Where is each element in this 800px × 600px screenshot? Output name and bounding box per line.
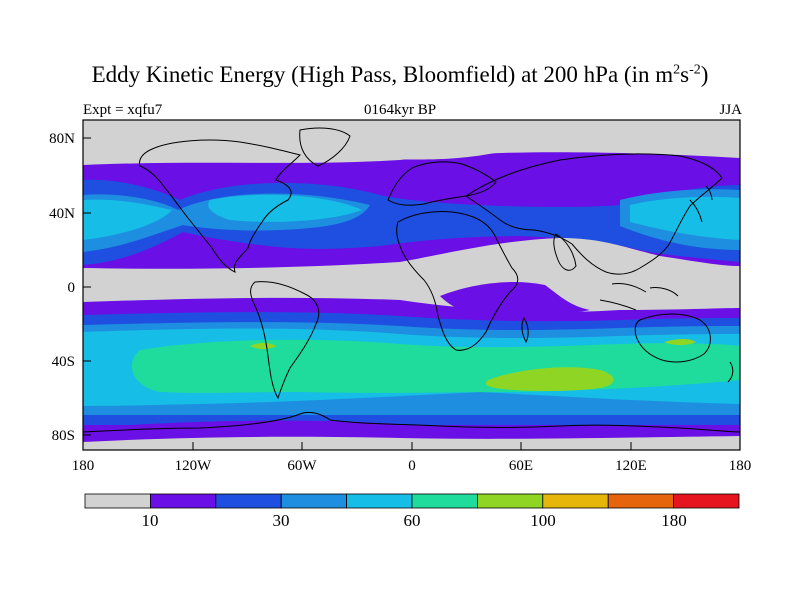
colorbar (84, 493, 740, 509)
axis-ticks (82, 137, 741, 450)
y-label-40n: 40N (49, 206, 75, 222)
coast-europe (387, 161, 497, 206)
colorbar-swatch-8 (607, 493, 675, 509)
nh-band-45 (83, 194, 740, 240)
coast-south-america (250, 281, 320, 400)
tropics-purple-tongue (440, 282, 590, 317)
y-label-80n: 80N (49, 131, 75, 147)
map-field (83, 120, 740, 450)
experiment-label: Expt = xqfu7 (83, 102, 163, 118)
colorbar-label-100: 100 (530, 511, 556, 530)
map-title: Eddy Kinetic Energy (High Pass, Bloomfie… (91, 62, 709, 87)
coast-maritime (599, 283, 679, 311)
x-label-60e: 60E (508, 458, 534, 474)
colorbar-label-10: 10 (141, 511, 159, 530)
colorbar-swatch-2 (215, 493, 282, 509)
time-label: 0164kyr BP (363, 102, 437, 118)
coast-japan (689, 185, 713, 223)
x-label-0: 0 (408, 458, 416, 474)
arctic-band (83, 120, 740, 162)
coast-north-america (139, 139, 301, 273)
coast-australia (634, 313, 711, 363)
x-label-180e: 180 (728, 458, 752, 474)
sh-band-80-indian (485, 367, 614, 391)
colorbar-swatch-6 (476, 493, 544, 509)
colorbar-swatch-0 (84, 493, 151, 509)
y-label-40s: 40S (51, 354, 75, 370)
coast-greenland (299, 127, 351, 167)
coast-india (553, 233, 577, 271)
sh-band-80-tasman (664, 339, 696, 345)
coast-madagascar (521, 317, 529, 344)
sh-band-60 (131, 339, 740, 393)
coast-asia (465, 153, 723, 275)
coast-new-zealand (727, 361, 734, 383)
x-label-120e: 120E (615, 458, 647, 474)
sh-band-80-chile (250, 343, 276, 349)
colorbar-swatch-3 (280, 493, 348, 509)
season-label: JJA (719, 102, 742, 118)
coast-africa (396, 211, 519, 351)
y-label-eq: 0 (67, 280, 76, 296)
colorbar-swatch-7 (542, 493, 609, 509)
colorbar-swatch-4 (346, 493, 413, 509)
colorbar-label-60: 60 (403, 511, 421, 530)
colorbar-label-180: 180 (661, 511, 687, 530)
colorbar-swatch-1 (149, 493, 217, 509)
colorbar-label-30: 30 (272, 511, 290, 530)
coastlines (83, 127, 740, 433)
coast-antarctica (83, 411, 740, 433)
x-label-120w: 120W (174, 458, 212, 474)
x-label-60w: 60W (287, 458, 317, 474)
colorbar-swatch-9 (673, 493, 740, 509)
colorbar-swatch-5 (411, 493, 478, 509)
tropics-band (83, 238, 740, 311)
x-label-180w: 180 (71, 458, 95, 474)
y-label-80s: 80S (51, 428, 75, 444)
